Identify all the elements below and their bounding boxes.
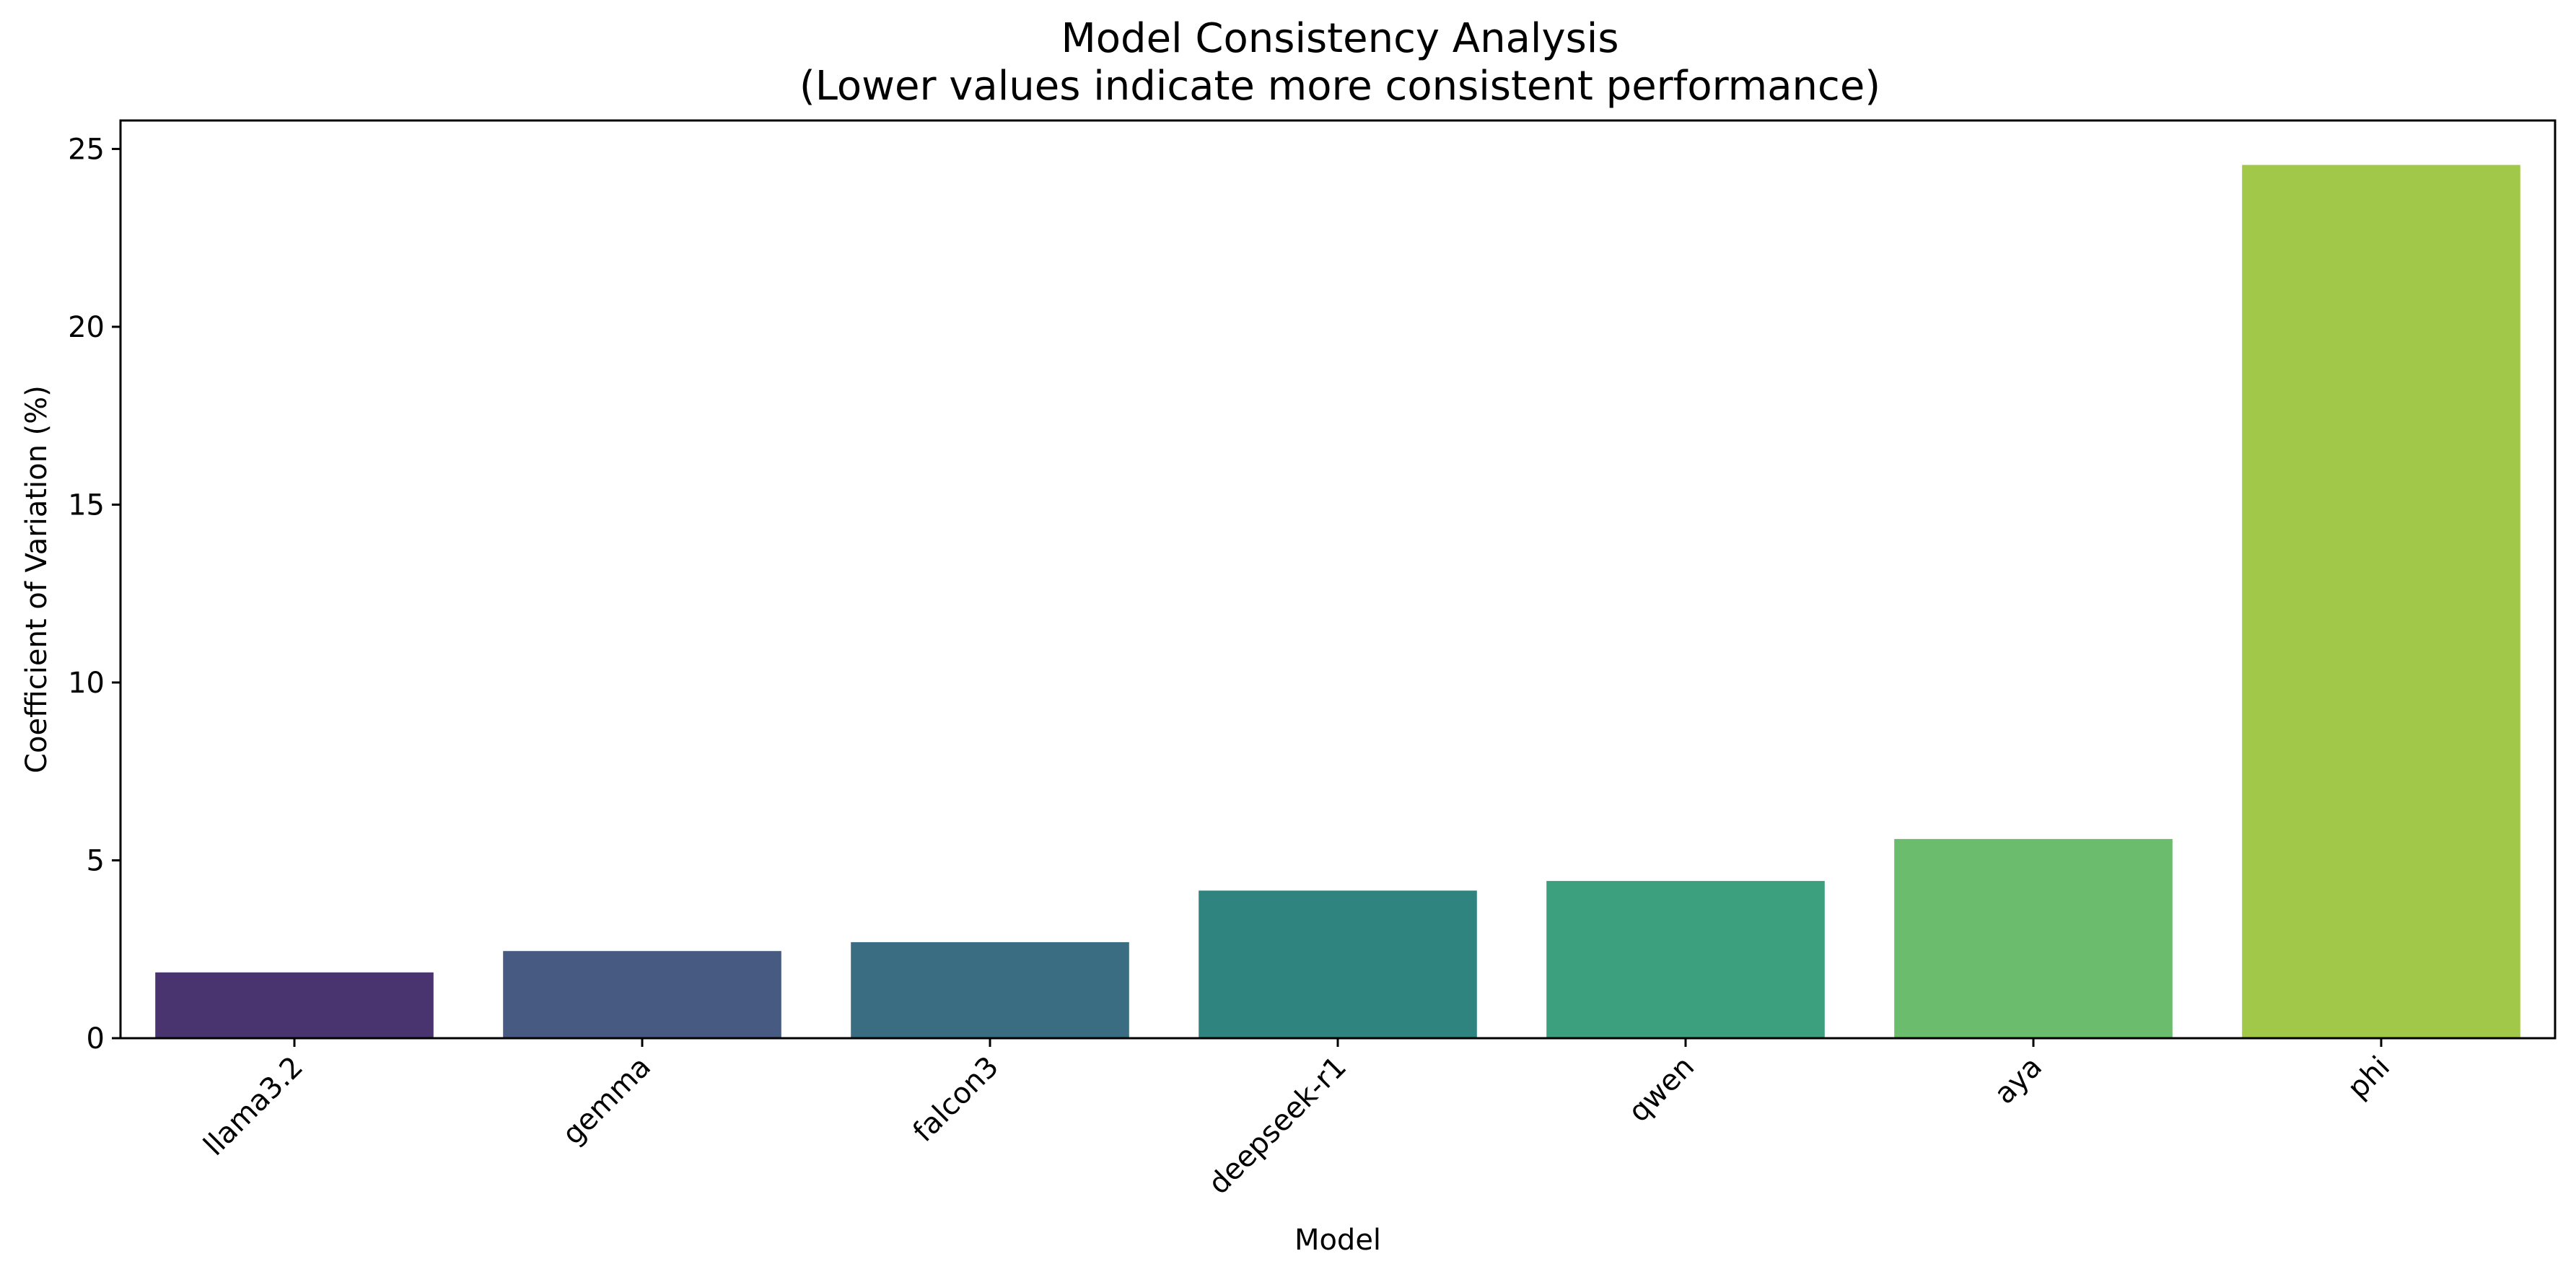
x-axis-label: Model: [1294, 1224, 1381, 1257]
bar-llama3-2: [155, 972, 434, 1038]
y-axis-label: Coefficient of Variation (%): [20, 385, 53, 773]
bar-deepseek-r1: [1199, 890, 1477, 1038]
plot-area-frame: [119, 119, 2557, 1040]
y-tick-label: 20: [68, 311, 105, 344]
y-tick-label: 5: [87, 844, 105, 877]
bar-gemma: [503, 951, 781, 1038]
bar-phi: [2242, 164, 2520, 1039]
chart-title: Model Consistency Analysis: [1061, 15, 1618, 62]
bar-aya: [1894, 838, 2173, 1038]
bar-qwen: [1546, 881, 1825, 1038]
y-tick-label: 10: [68, 667, 105, 700]
y-axis-ticks: 0 5 10 15 20 25: [68, 133, 121, 1056]
bars-group: [155, 164, 2520, 1039]
y-tick-label: 0: [87, 1022, 105, 1056]
bar-falcon3: [851, 942, 1129, 1038]
y-tick-label: 25: [68, 133, 105, 166]
chart-subtitle: (Lower values indicate more consistent p…: [799, 63, 1880, 110]
y-tick-label: 15: [68, 488, 105, 522]
